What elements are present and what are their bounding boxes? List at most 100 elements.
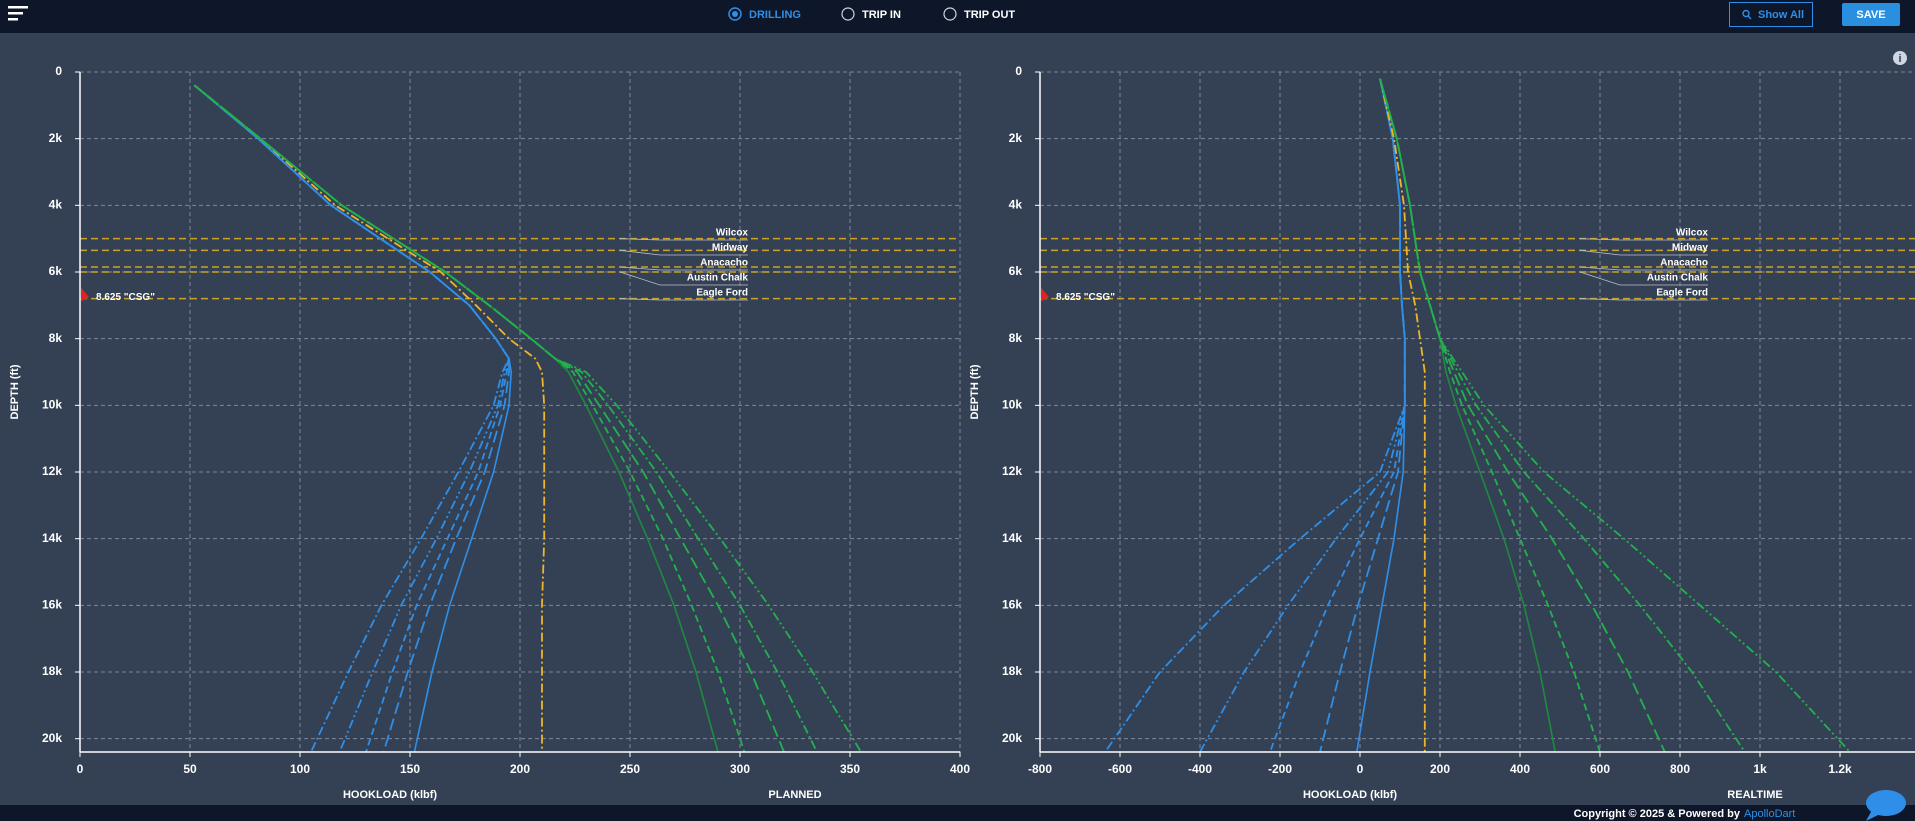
x-tick-label: 400 <box>950 762 970 776</box>
x-tick-label: -600 <box>1108 762 1132 776</box>
formation-label: Austin Chalk <box>1647 273 1709 284</box>
y-tick-label: 18k <box>1002 664 1022 678</box>
search-icon <box>1742 9 1750 18</box>
footer-text: Copyright © 2025 & Powered by <box>1574 808 1741 820</box>
y-tick-label: 12k <box>42 464 62 478</box>
x-tick-label: -200 <box>1268 762 1292 776</box>
hookload-line <box>193 84 513 753</box>
y-tick-label: 20k <box>1002 731 1022 745</box>
show-all-button[interactable] <box>1729 2 1813 27</box>
chart-subtitle: REALTIME <box>1727 789 1782 801</box>
formation-label: Wilcox <box>716 228 749 239</box>
x-tick-label: -400 <box>1188 762 1212 776</box>
hookload-line <box>193 84 546 752</box>
save-label[interactable]: SAVE <box>1856 9 1885 21</box>
x-tick-label: 1.2k <box>1828 762 1852 776</box>
show-all-label[interactable]: Show All <box>1758 9 1804 21</box>
radio-dot <box>732 11 738 17</box>
hookload-line <box>1379 78 1746 753</box>
x-tick-label: -800 <box>1028 762 1052 776</box>
menu-icon[interactable] <box>8 6 28 21</box>
x-axis-title: HOOKLOAD (klbf) <box>1303 789 1397 801</box>
search-icon <box>1747 15 1752 20</box>
plot <box>1040 71 1915 753</box>
hookload-line <box>193 84 510 753</box>
formation-label: Midway <box>712 243 749 254</box>
y-tick-label: 0 <box>1015 64 1022 78</box>
radio[interactable] <box>943 7 957 21</box>
formation-leader <box>619 249 748 256</box>
x-tick-label: 300 <box>730 762 750 776</box>
casing-label: 8.625 "CSG" <box>1056 292 1115 303</box>
hookload-line <box>193 84 511 753</box>
formation-leader <box>619 266 748 271</box>
y-tick-label: 20k <box>42 731 62 745</box>
formation-leader <box>1579 249 1708 256</box>
formation-label: Eagle Ford <box>696 288 748 299</box>
hookload-line <box>1379 78 1426 752</box>
x-tick-label: 1k <box>1753 762 1767 776</box>
hookload-line <box>1379 78 1666 753</box>
formation-leader <box>619 298 748 301</box>
y-tick-label: 16k <box>1002 598 1022 612</box>
formation-leader <box>1579 271 1708 286</box>
y-tick-label: 6k <box>49 264 63 278</box>
mode-label[interactable]: TRIP OUT <box>964 9 1015 21</box>
chat-icon[interactable] <box>1866 790 1906 821</box>
x-tick-label: 100 <box>290 762 310 776</box>
y-tick-label: 16k <box>42 598 62 612</box>
formation-leader <box>619 271 748 286</box>
x-tick-label: 800 <box>1670 762 1690 776</box>
y-tick-label: 4k <box>1009 198 1023 212</box>
info-glyph: i <box>1898 53 1901 65</box>
casing-marker <box>1041 287 1049 302</box>
hookload-line <box>1379 78 1601 753</box>
hookload-line <box>193 84 510 753</box>
x-axis-title: HOOKLOAD (klbf) <box>343 789 437 801</box>
mode-label[interactable]: TRIP IN <box>862 9 901 21</box>
x-tick-label: 600 <box>1590 762 1610 776</box>
y-tick-label: 10k <box>42 398 62 412</box>
hookload-line <box>1379 78 1556 753</box>
x-tick-label: 0 <box>1357 762 1364 776</box>
x-tick-label: 150 <box>400 762 420 776</box>
formation-label: Eagle Ford <box>1656 288 1708 299</box>
mode-label[interactable]: DRILLING <box>749 9 801 21</box>
radio[interactable] <box>841 7 855 21</box>
hookload-line <box>193 84 785 753</box>
hookload-line <box>1379 78 1851 753</box>
plot <box>80 71 961 753</box>
hookload-line <box>193 84 719 753</box>
top-bar <box>0 0 1915 33</box>
formation-label: Anacacho <box>700 258 748 269</box>
formation-label: Wilcox <box>1676 228 1709 239</box>
y-axis-title: DEPTH (ft) <box>9 364 21 419</box>
formation-label: Austin Chalk <box>687 273 749 284</box>
formation-label: Anacacho <box>1660 258 1708 269</box>
formation-leader <box>1579 238 1708 241</box>
x-tick-label: 200 <box>510 762 530 776</box>
hookload-line <box>1319 78 1406 753</box>
x-tick-label: 400 <box>1510 762 1530 776</box>
x-tick-label: 250 <box>620 762 640 776</box>
y-tick-label: 12k <box>1002 464 1022 478</box>
y-tick-label: 4k <box>49 198 63 212</box>
y-tick-label: 2k <box>49 131 63 145</box>
info-icon[interactable] <box>1893 51 1907 65</box>
x-tick-label: 50 <box>183 762 197 776</box>
y-tick-label: 18k <box>42 664 62 678</box>
hookload-line <box>193 84 510 753</box>
hookload-line <box>193 84 862 753</box>
formation-leader <box>619 238 748 241</box>
save-button[interactable] <box>1842 3 1900 26</box>
y-tick-label: 0 <box>55 64 62 78</box>
x-tick-label: 0 <box>77 762 84 776</box>
radio[interactable] <box>728 7 742 21</box>
footer-link[interactable]: ApolloDart <box>1744 808 1795 820</box>
x-tick-label: 350 <box>840 762 860 776</box>
x-tick-label: 200 <box>1430 762 1450 776</box>
hookload-line <box>1356 78 1406 753</box>
y-tick-label: 8k <box>49 331 63 345</box>
y-tick-label: 8k <box>1009 331 1023 345</box>
